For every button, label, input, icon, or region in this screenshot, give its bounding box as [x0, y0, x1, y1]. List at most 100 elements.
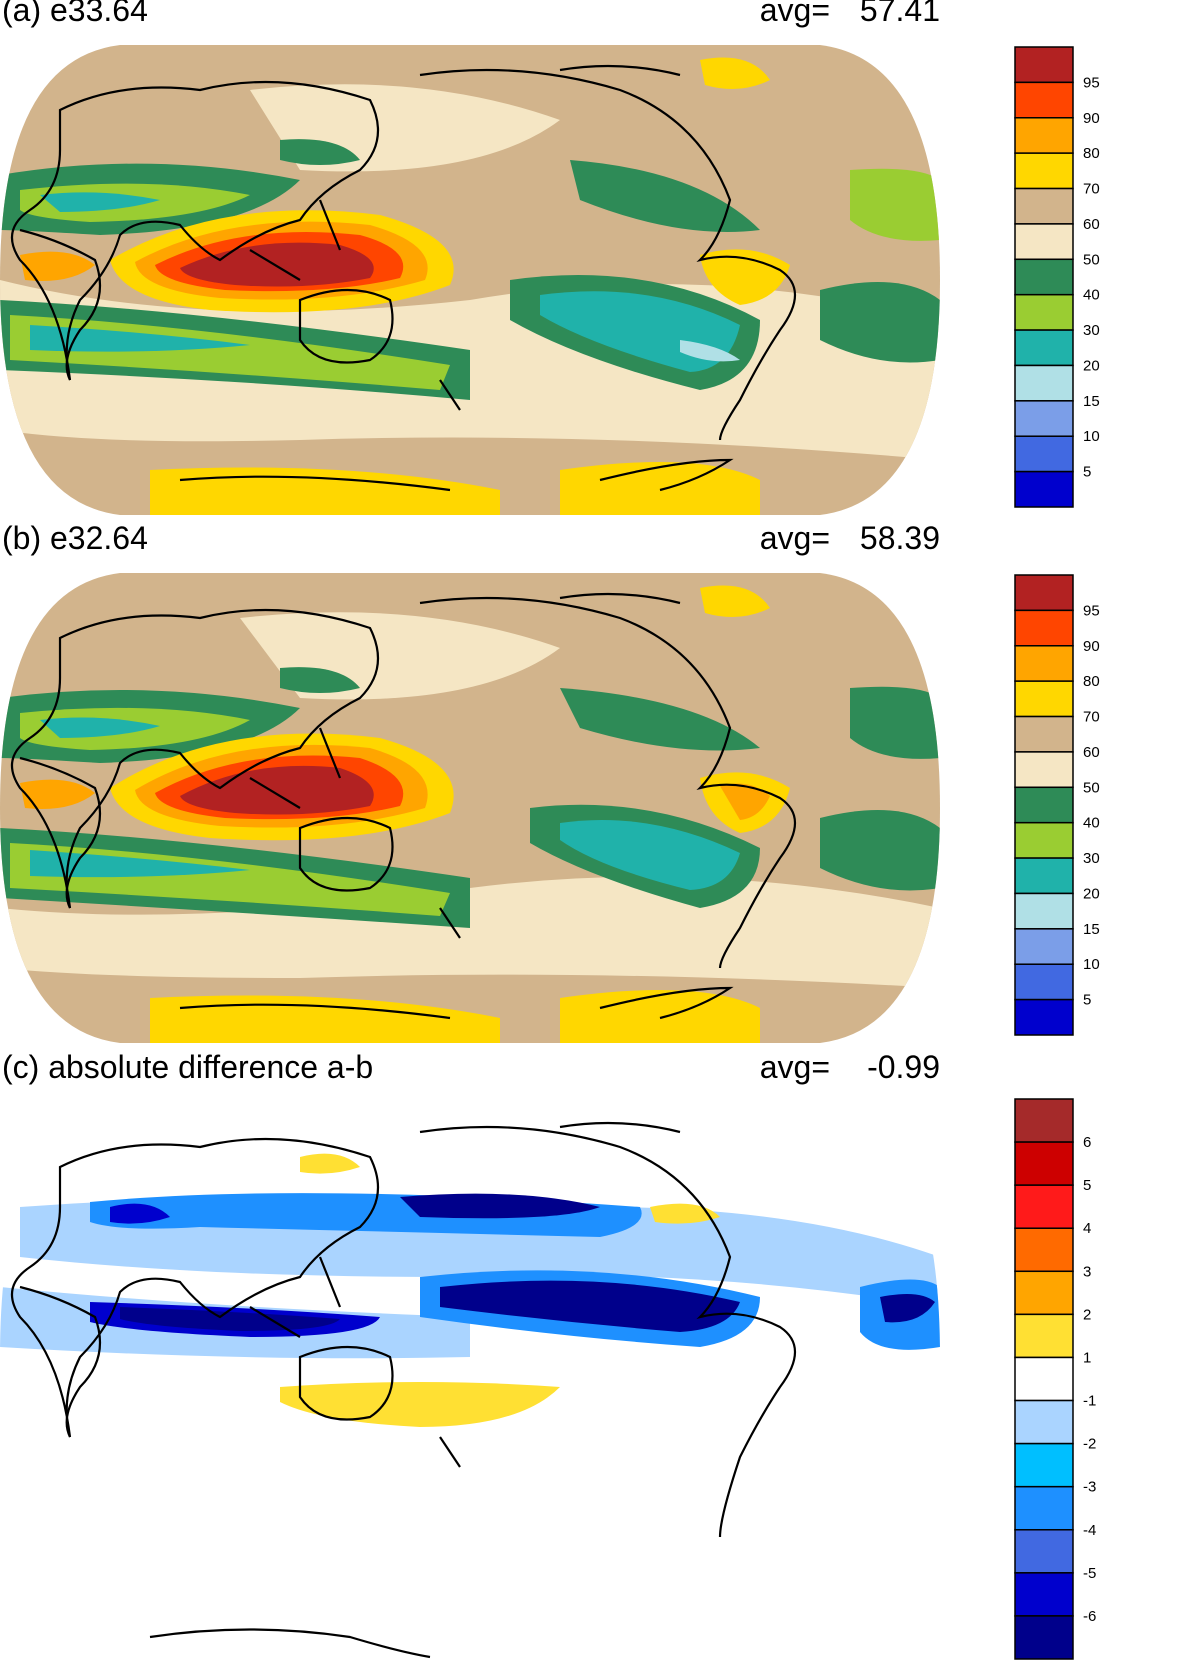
colorbar-swatch [1014, 1572, 1074, 1617]
colorbar-label: 20 [1083, 885, 1100, 902]
avg-label: avg= [759, 1049, 830, 1085]
avg-value: 58.39 [859, 520, 940, 556]
field-region [720, 783, 770, 820]
colorbar-swatch [1014, 1399, 1074, 1445]
panel-a: (a) e33.64 avg= 57.41 [0, 0, 1183, 520]
field-region [650, 1203, 720, 1224]
colorbar-swatch [1014, 1098, 1074, 1143]
field-region [280, 1382, 560, 1427]
colorbar-swatch [1014, 117, 1074, 154]
colorbar-label: 30 [1083, 322, 1100, 339]
field-region [40, 717, 160, 738]
field-region [120, 1307, 340, 1331]
panel-b: (b) e32.64 avg= 58.39 [0, 520, 1183, 1048]
field-region [820, 282, 940, 363]
field-region [850, 168, 940, 241]
colorbar-label: 10 [1083, 956, 1100, 973]
field-region [20, 779, 95, 809]
colorbar-label: 80 [1083, 145, 1100, 162]
colorbar-swatch [1014, 223, 1074, 261]
colorbar-swatch [1014, 892, 1074, 930]
colorbar-swatch [1014, 609, 1074, 647]
colorbar-label: 5 [1083, 464, 1091, 481]
colorbar-label: 6 [1083, 1134, 1091, 1151]
colorbar-label: 60 [1083, 744, 1100, 761]
colorbar-label: 90 [1083, 638, 1100, 655]
colorbar-swatch [1014, 152, 1074, 190]
field-region [700, 249, 790, 305]
colorbar-label: -1 [1083, 1393, 1096, 1410]
field-region [820, 810, 940, 891]
panel-c: (c) absolute difference a-b avg= -0.99 [0, 1049, 1183, 1677]
panel-title: (b) e32.64 [2, 520, 148, 556]
colorbar-label: 2 [1083, 1306, 1091, 1323]
colorbar-label: -6 [1083, 1608, 1096, 1625]
colorbar-label: 10 [1083, 428, 1100, 445]
colorbar-swatch [1014, 998, 1074, 1036]
field-region [880, 1293, 935, 1323]
coastlines [10, 64, 796, 492]
colorbar-swatch [1014, 1184, 1074, 1229]
colorbar-label: 40 [1083, 287, 1100, 304]
colorbar-label: 95 [1083, 74, 1100, 91]
field-region [680, 340, 740, 362]
field-region [700, 585, 770, 617]
field-region [20, 251, 95, 281]
avg-label: avg= [759, 0, 830, 28]
colorbar-label: 20 [1083, 357, 1100, 374]
colorbar-swatch [1014, 435, 1074, 473]
field-region [570, 160, 760, 232]
colorbar-swatch [1014, 1529, 1074, 1574]
colorbar-swatch [1014, 470, 1074, 508]
colorbar-swatch [1014, 46, 1074, 84]
colorbar-swatch [1014, 645, 1074, 682]
colorbar-label: 70 [1083, 181, 1100, 198]
colorbar-swatch [1014, 1485, 1074, 1531]
field-region [560, 462, 760, 515]
colorbar-swatch [1014, 364, 1074, 402]
colorbar-swatch [1014, 1442, 1074, 1488]
colorbar-label: 5 [1083, 992, 1091, 1009]
field-region [40, 192, 160, 212]
colorbar-swatch [1014, 751, 1074, 789]
colorbar-swatch [1014, 81, 1074, 119]
colorbar: 95 90 80 70 60 50 40 30 20 15 10 5 [1014, 46, 1100, 508]
colorbar-swatch [1014, 258, 1074, 296]
colorbar-label: 15 [1083, 393, 1100, 410]
avg-value: -0.99 [867, 1049, 940, 1085]
field-region [850, 686, 940, 759]
field-region [440, 1280, 740, 1332]
field-region [280, 667, 360, 693]
field-region [30, 325, 250, 352]
field-region [300, 1153, 360, 1174]
colorbar-label: 3 [1083, 1263, 1091, 1280]
avg-label: avg= [759, 520, 830, 556]
map-b: 95 90 80 70 60 50 40 30 20 15 10 5 [0, 573, 1100, 1043]
colorbar-label: 50 [1083, 251, 1100, 268]
colorbar-label: -4 [1083, 1522, 1096, 1539]
colorbar-swatch [1014, 928, 1074, 965]
field-region [400, 1193, 600, 1219]
colorbar-label: 95 [1083, 602, 1100, 619]
colorbar-label: 5 [1083, 1177, 1091, 1194]
colorbar-swatch [1014, 574, 1074, 612]
colorbar-label: -5 [1083, 1565, 1096, 1582]
coastlines [10, 1121, 796, 1659]
field-region [560, 990, 760, 1043]
field-region [560, 819, 740, 890]
map-c: 6 5 4 3 2 1 -1 -2 -3 -4 -5 -6 [0, 1097, 1096, 1667]
colorbar-label: 40 [1083, 815, 1100, 832]
field-region [560, 688, 760, 751]
colorbar-swatch [1014, 821, 1074, 859]
field-region [30, 850, 250, 878]
colorbar-swatch [1014, 1615, 1074, 1660]
colorbar-label: 1 [1083, 1349, 1091, 1366]
colorbar-swatch [1014, 963, 1074, 1001]
avg-value: 57.41 [859, 0, 940, 28]
field-region [180, 765, 374, 815]
colorbar-label: 4 [1083, 1220, 1091, 1237]
coastlines [10, 592, 796, 1020]
colorbar-swatch [1014, 1313, 1074, 1359]
field-region [700, 57, 770, 89]
map-a: 95 90 80 70 60 50 40 30 20 15 10 5 [0, 45, 1100, 515]
